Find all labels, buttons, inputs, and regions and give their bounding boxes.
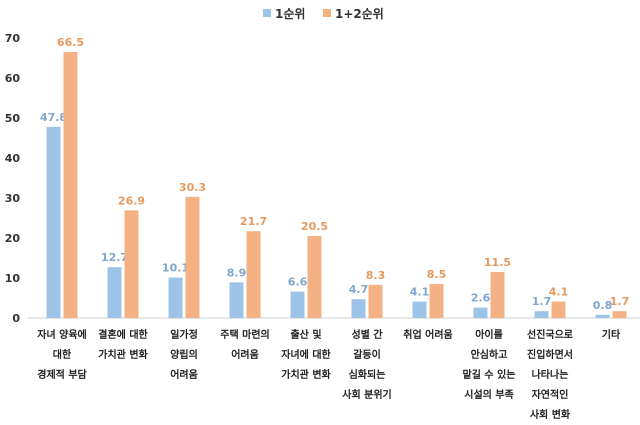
data-label: 4.7 xyxy=(349,283,369,296)
y-tick-label: 40 xyxy=(5,152,21,165)
data-label: 21.7 xyxy=(240,215,267,228)
legend-label: 1순위 xyxy=(275,7,305,21)
category-label-line: 어려움 xyxy=(231,348,259,361)
category-label: 취업 어려움 xyxy=(403,328,452,341)
y-tick-label: 10 xyxy=(5,272,21,285)
category-label-line: 맡길 수 있는 xyxy=(463,368,516,381)
y-tick-label: 0 xyxy=(12,312,20,325)
data-label: 8.9 xyxy=(227,266,247,279)
legend-swatch xyxy=(323,9,331,17)
category-label-line: 성별 간 xyxy=(351,328,383,341)
category-label-line: 결혼에 대한 xyxy=(98,328,148,341)
category-label-line: 자연적인 xyxy=(532,388,569,401)
category-label-line: 양립의 xyxy=(170,348,198,361)
category-label-line: 가치관 변화 xyxy=(281,368,331,381)
bar-rank1 xyxy=(229,282,244,318)
category-label-line: 대한 xyxy=(53,348,72,361)
bar-rank1 xyxy=(534,311,549,318)
legend-swatch xyxy=(263,9,271,17)
y-tick-label: 50 xyxy=(5,112,21,125)
legend-label: 1+2순위 xyxy=(335,7,384,21)
data-label: 20.5 xyxy=(301,220,328,233)
data-label: 47.8 xyxy=(40,111,67,124)
bar-rank1 xyxy=(46,126,61,318)
y-tick-label: 60 xyxy=(5,72,21,85)
data-label: 8.3 xyxy=(366,269,386,282)
category-label-line: 갈등이 xyxy=(353,348,381,361)
bar-rank1-2 xyxy=(429,284,444,318)
category-label-line: 안심하고 xyxy=(471,348,508,361)
bar-rank1-2 xyxy=(63,52,78,318)
bars: 47.8 66.5 12.7 26.9 10.1 30.3 8.9 21.7 6.6 20.5 4.… xyxy=(40,36,629,318)
bar-rank1-2 xyxy=(368,284,383,318)
legend: 1순위 1+2순위 xyxy=(263,7,384,21)
category-label-line: 아이를 xyxy=(475,328,503,341)
data-label: 1.7 xyxy=(610,295,630,308)
bar-rank1-2 xyxy=(551,301,566,318)
category-label-line: 출산 및 xyxy=(290,328,321,341)
data-label: 1.7 xyxy=(532,295,552,308)
category-label-line: 경제적 부담 xyxy=(37,368,87,381)
category-label-line: 심화되는 xyxy=(349,368,386,381)
bar-rank1-2 xyxy=(490,272,505,318)
category-label-line: 기타 xyxy=(602,328,621,341)
bar-rank1 xyxy=(351,299,366,318)
data-label: 26.9 xyxy=(118,194,145,207)
bar-rank1-2 xyxy=(124,210,139,318)
data-label: 2.6 xyxy=(471,292,491,305)
category-label-line: 주택 마련의 xyxy=(220,328,269,341)
category-label-line: 어려움 xyxy=(170,368,198,381)
category-label-line: 자녀 양육에 xyxy=(37,328,86,341)
bar-rank1 xyxy=(412,301,427,318)
category-label-line: 사회 분위기 xyxy=(342,388,391,401)
y-tick-label: 20 xyxy=(5,232,21,245)
data-label: 4.1 xyxy=(410,286,430,299)
data-label: 10.1 xyxy=(162,262,189,275)
category-label-line: 가치관 변화 xyxy=(98,348,148,361)
category-label-line: 나타나는 xyxy=(532,368,569,381)
category-label-line: 사회 변화 xyxy=(530,408,571,421)
bar-rank1-2 xyxy=(185,196,200,318)
data-label: 66.5 xyxy=(57,36,84,49)
bar-rank1 xyxy=(473,307,488,318)
bar-rank1 xyxy=(107,267,122,318)
bar-rank1 xyxy=(595,314,610,318)
bar-rank1 xyxy=(168,277,183,318)
category-label-line: 일가정 xyxy=(170,328,198,341)
data-label: 8.5 xyxy=(427,268,447,281)
y-tick-label: 30 xyxy=(5,192,21,205)
category-label-line: 자녀에 대한 xyxy=(281,348,331,361)
bar-rank1-2 xyxy=(246,231,261,318)
data-label: 30.3 xyxy=(179,181,206,194)
category-label-line: 선진국으로 xyxy=(527,328,573,341)
bar-rank1 xyxy=(290,291,305,318)
bar-rank1-2 xyxy=(307,236,322,318)
category-label-line: 시설의 부족 xyxy=(464,388,513,401)
category-label-line: 진입하면서 xyxy=(527,348,573,361)
category-label: 기타 xyxy=(602,328,621,341)
category-label-line: 취업 어려움 xyxy=(403,328,452,341)
data-label: 0.8 xyxy=(593,299,613,312)
bar-rank1-2 xyxy=(612,311,627,318)
y-axis: 0 10 20 30 40 50 60 70 xyxy=(5,32,640,325)
data-label: 11.5 xyxy=(484,256,511,269)
data-label: 12.7 xyxy=(101,251,128,264)
y-tick-label: 70 xyxy=(5,32,21,45)
data-label: 4.1 xyxy=(549,286,569,299)
data-label: 6.6 xyxy=(288,276,308,289)
